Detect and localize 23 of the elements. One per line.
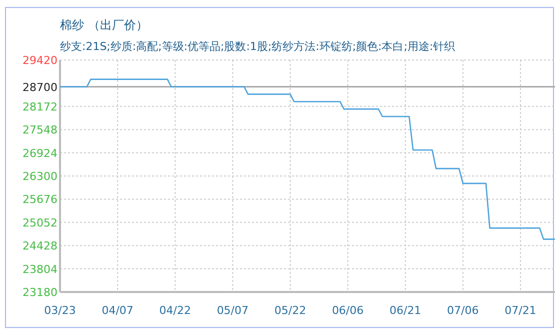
y-tick-label: 23804 <box>22 262 58 276</box>
x-tick-label: 03/23 <box>44 304 76 317</box>
chart-title: 棉纱 （出厂价） <box>60 18 148 32</box>
x-tick-label: 06/06 <box>332 304 364 317</box>
x-tick-label: 07/21 <box>504 304 536 317</box>
y-tick-label: 26924 <box>22 146 58 160</box>
ref-line-label: 28700 <box>22 80 58 94</box>
x-tick-label: 07/06 <box>447 304 479 317</box>
y-tick-label: 25052 <box>22 216 58 230</box>
line-series <box>59 78 556 240</box>
x-tick-label: 04/07 <box>102 304 134 317</box>
x-tick-label: 05/07 <box>216 304 249 317</box>
y-tick-label: 25676 <box>22 193 58 206</box>
chart-subtitle: 纱支:21S;纱质:高配;等级:优等品;股数:1股;纺纱方法:环锭纺;颜色:本白;用途:针织 <box>60 40 456 53</box>
y-tick-label: 27548 <box>22 124 58 137</box>
y-tick-label: 28172 <box>22 100 58 114</box>
x-tick-label: 05/22 <box>274 304 306 317</box>
x-tick-label: 06/21 <box>389 304 422 317</box>
x-tick-label: 04/22 <box>159 304 191 317</box>
y-tick-label: 24428 <box>22 240 58 253</box>
y-tick-label: 29420 <box>22 54 58 67</box>
y-tick-label: 23180 <box>22 286 58 299</box>
y-tick-label: 26300 <box>22 170 58 183</box>
